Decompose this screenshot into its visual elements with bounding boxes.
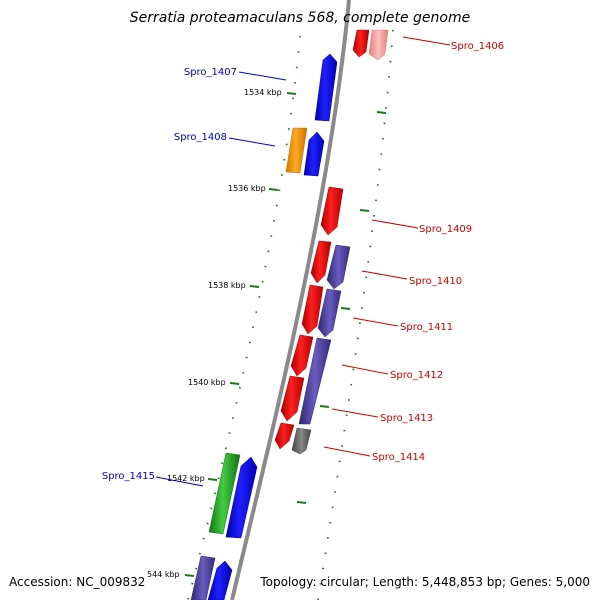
gene-spro-1413-red-arrow xyxy=(280,375,305,422)
tick-label: 1534 kbp xyxy=(244,88,282,97)
tick-mark xyxy=(184,574,195,577)
tick-marks xyxy=(184,92,387,577)
genome-summary-text: Topology: circular; Length: 5,448,853 bp… xyxy=(259,575,590,589)
gene-blue-bottom-arrow xyxy=(207,560,233,600)
gene-label-spro-1406[interactable]: Spro_1406 xyxy=(451,41,504,52)
gene-label-spro-1411[interactable]: Spro_1411 xyxy=(400,322,453,333)
leader-line xyxy=(238,71,287,81)
tick-labels: 1534 kbp 1536 kbp 1538 kbp 1540 kbp 1542… xyxy=(147,88,282,579)
tick-label: 1542 kbp xyxy=(167,474,205,483)
tick-label: 1536 kbp xyxy=(228,184,266,193)
tick-mark xyxy=(319,405,330,408)
gene-label-spro-1415[interactable]: Spro_1415 xyxy=(102,471,155,482)
tick-mark xyxy=(268,188,279,191)
gene-spro-1412-arrow xyxy=(298,337,332,425)
gene-spro-1410-red-arrow xyxy=(310,240,332,284)
gene-spro-1410-arrow xyxy=(326,244,351,290)
gene-label-spro-1409[interactable]: Spro_1409 xyxy=(419,224,472,235)
tick-mark xyxy=(207,478,218,481)
tick-mark xyxy=(229,382,240,385)
gene-spro-1411-red-arrow xyxy=(301,284,324,335)
tick-label: 1538 kbp xyxy=(208,281,246,290)
gene-spro-1414-red-arrow xyxy=(274,422,295,450)
tick-mark xyxy=(340,307,351,310)
accession-text: Accession: NC_009832 xyxy=(9,575,145,589)
gene-spro-1415-blue-arrow xyxy=(225,456,258,539)
gene-labels: Spro_1407 Spro_1408 Spro_1415 Spro_1406 … xyxy=(102,41,504,482)
gene-spro-1407-arrow xyxy=(314,53,338,122)
reverse-genes xyxy=(274,29,389,455)
leader-line xyxy=(361,270,408,280)
gene-spro-1414-arrow xyxy=(291,427,312,455)
leader-lines xyxy=(155,36,451,487)
leader-line xyxy=(341,364,389,375)
gene-spro-1415-arrow xyxy=(208,452,241,535)
leader-line xyxy=(371,219,419,229)
gene-label-spro-1413[interactable]: Spro_1413 xyxy=(380,413,433,424)
leader-line xyxy=(352,317,399,327)
tick-label: 1540 kbp xyxy=(188,378,226,387)
gene-label-spro-1407[interactable]: Spro_1407 xyxy=(184,67,237,78)
tick-mark xyxy=(376,111,387,114)
gene-label-spro-1410[interactable]: Spro_1410 xyxy=(409,276,462,287)
gene-spro-1406-arrow xyxy=(352,29,370,58)
map-title: Serratia proteamaculans 568, complete ge… xyxy=(130,10,470,26)
gene-spro-1408-arrow xyxy=(285,127,308,174)
leader-line xyxy=(331,408,379,418)
gene-spro-1408-blue-arrow xyxy=(303,131,325,177)
leader-line xyxy=(323,446,371,457)
gene-navy-bottom-arrow xyxy=(190,555,216,600)
leader-line xyxy=(228,137,276,147)
gene-spro-1411-arrow xyxy=(317,288,342,338)
tick-mark xyxy=(249,285,260,288)
tick-mark xyxy=(359,209,370,212)
gene-spro-1409-arrow xyxy=(320,186,344,236)
tick-label: 544 kbp xyxy=(147,570,180,579)
gene-label-spro-1408[interactable]: Spro_1408 xyxy=(174,132,227,143)
gene-label-spro-1412[interactable]: Spro_1412 xyxy=(390,370,443,381)
forward-genes xyxy=(190,53,338,600)
gene-spro-1412-red-arrow xyxy=(290,334,314,377)
leader-line xyxy=(402,36,451,46)
gene-spro-1406-pink-arrow xyxy=(368,29,389,61)
tick-mark xyxy=(296,501,307,504)
gene-label-spro-1414[interactable]: Spro_1414 xyxy=(372,452,425,463)
genome-backbone xyxy=(230,0,351,600)
tick-mark xyxy=(286,92,297,95)
leader-line xyxy=(155,476,204,487)
